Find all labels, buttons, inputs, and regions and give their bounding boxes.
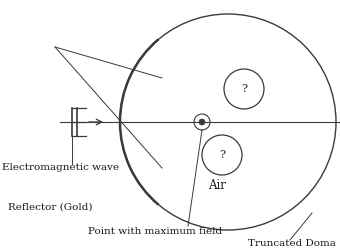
Circle shape <box>199 119 205 125</box>
Text: ?: ? <box>241 84 247 94</box>
Text: Truncated Doma: Truncated Doma <box>248 239 336 248</box>
Text: Air: Air <box>208 179 226 192</box>
Text: ?: ? <box>219 150 225 160</box>
Text: Point with maximum field: Point with maximum field <box>88 227 222 236</box>
Text: Reflector (Gold): Reflector (Gold) <box>8 203 92 212</box>
Text: Electromagnetic wave: Electromagnetic wave <box>2 163 119 172</box>
